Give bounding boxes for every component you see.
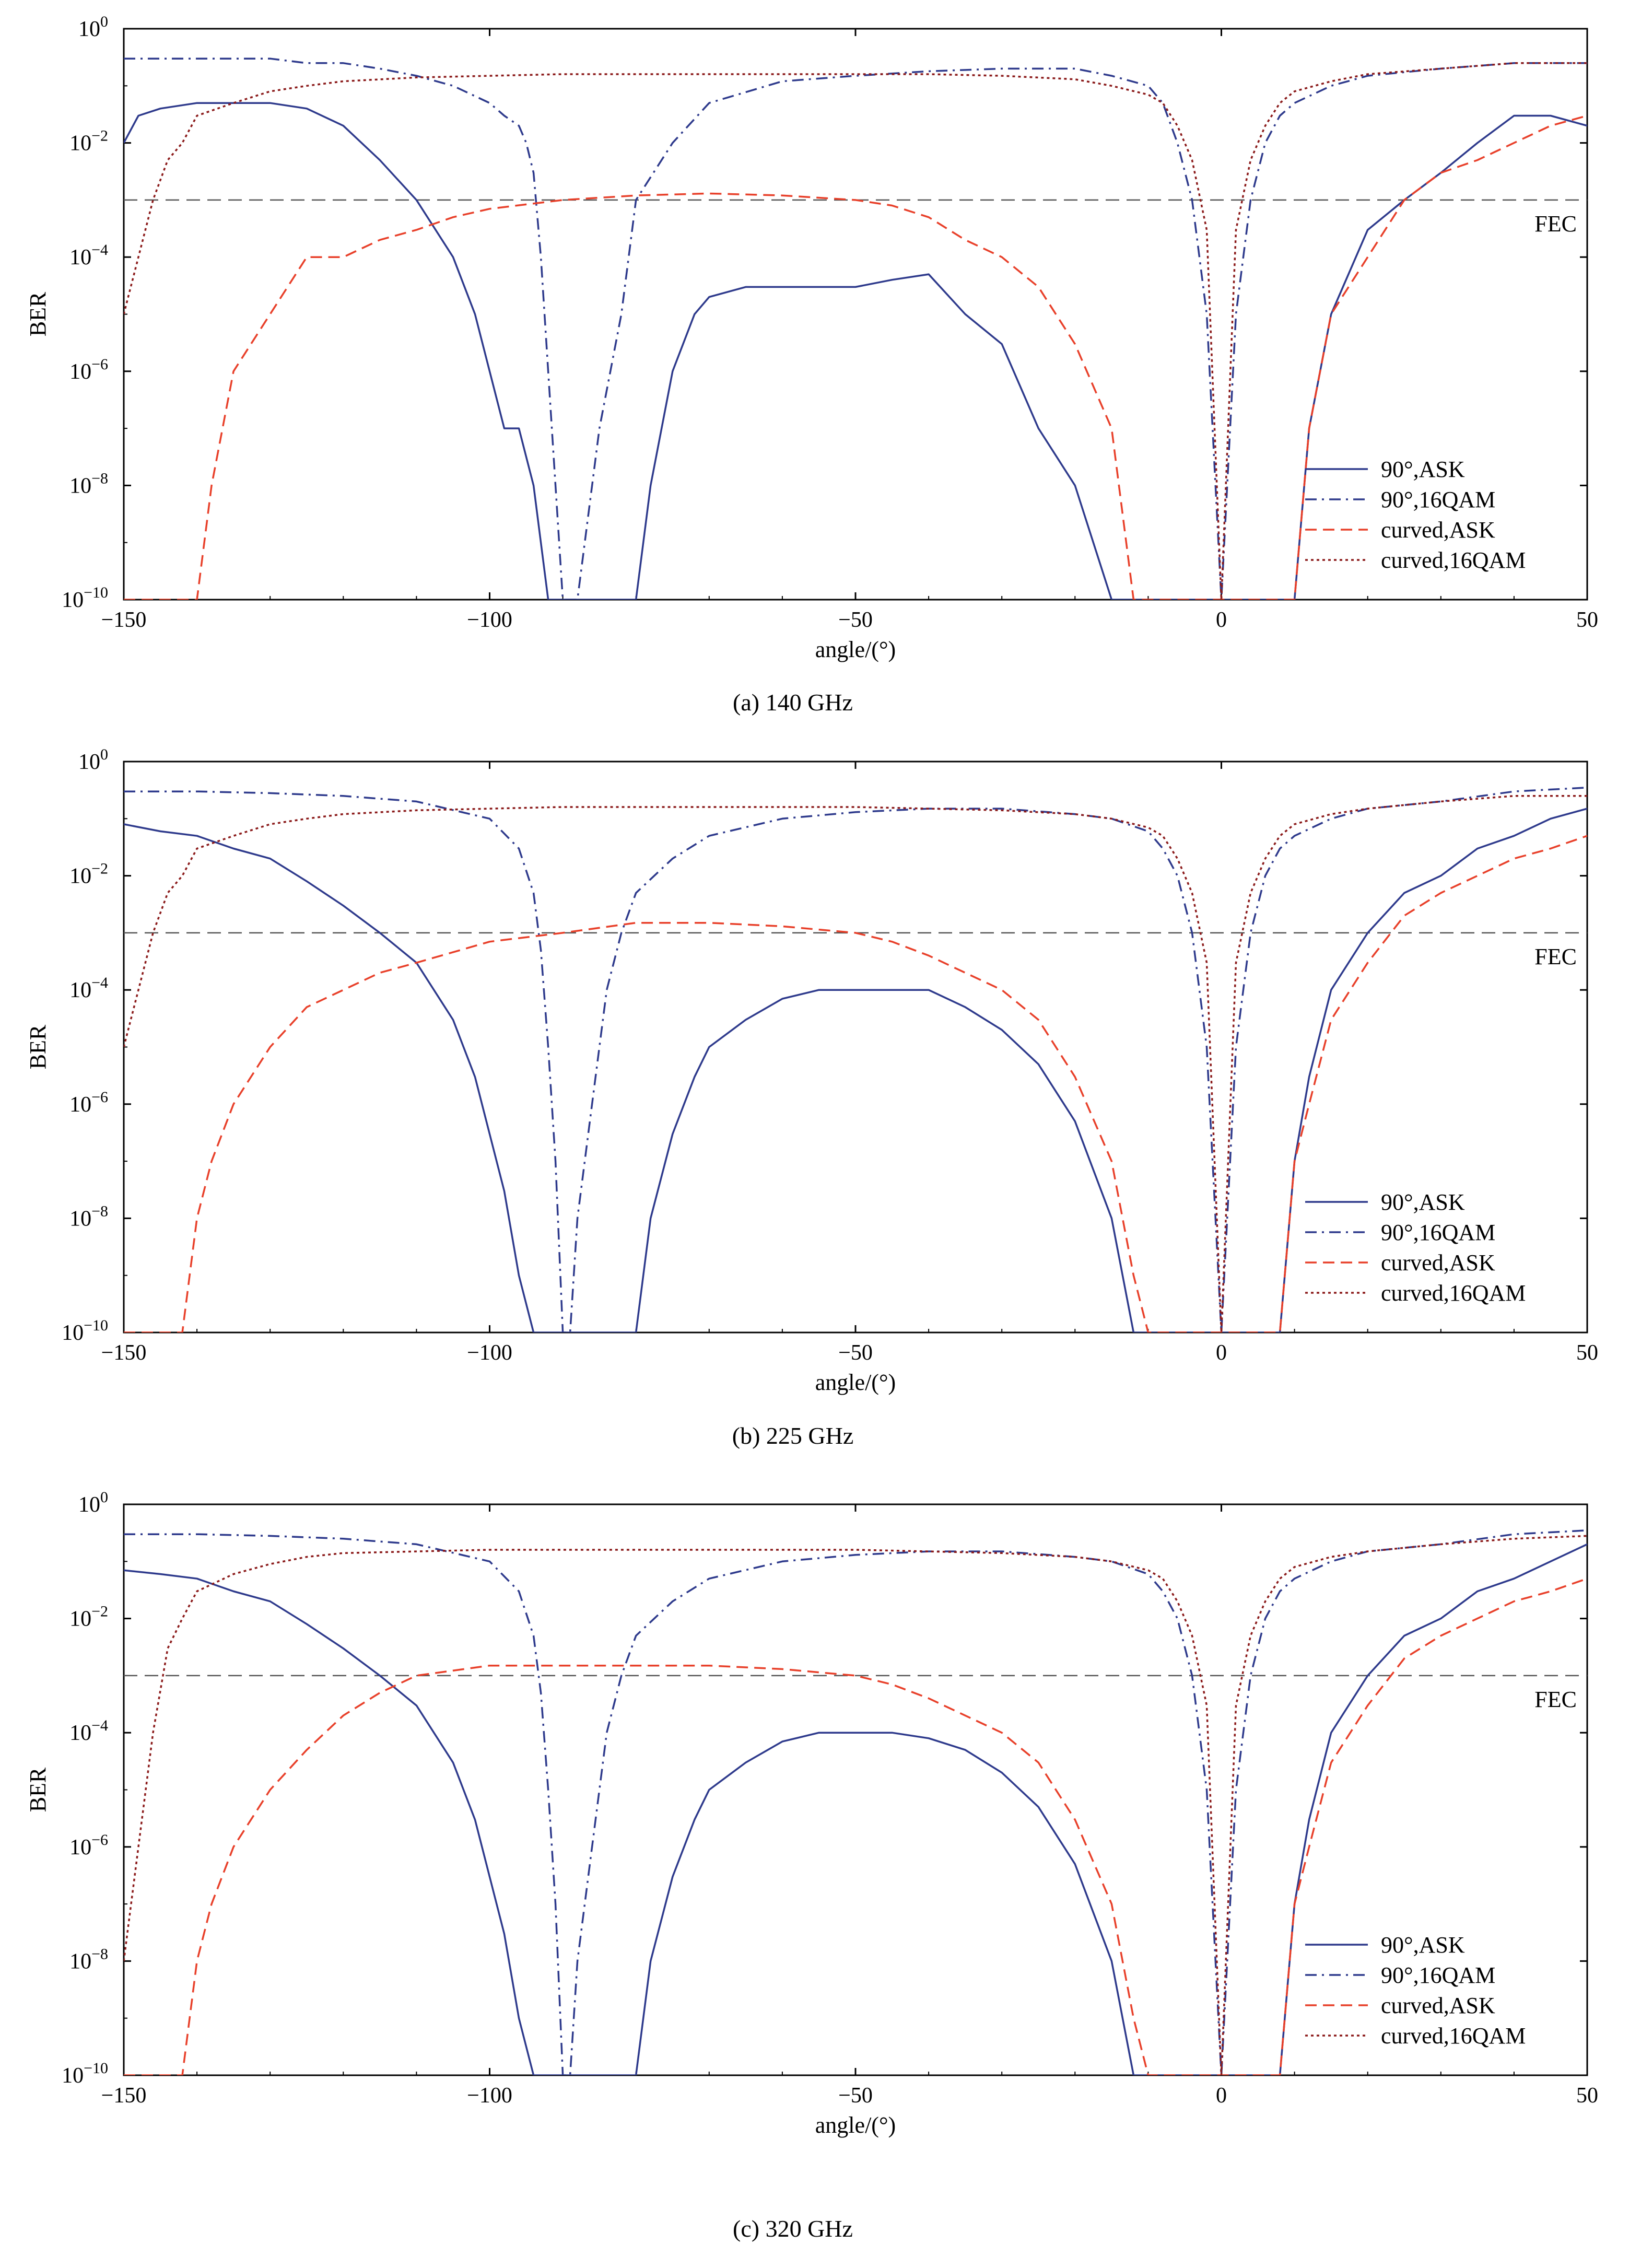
y-tick-label: 10−4 <box>69 974 108 1002</box>
y-tick-label: 10−2 <box>69 1603 108 1631</box>
y-tick-label: 10−6 <box>69 1089 108 1117</box>
y-tick-label: 10−6 <box>69 356 108 384</box>
series-line-2 <box>124 1529 1587 2075</box>
series-line-4 <box>124 1535 1587 2075</box>
panel-caption: (a) 140 GHz <box>733 689 853 716</box>
series-line-3 <box>124 1577 1587 2075</box>
x-tick-label: 50 <box>1576 2084 1598 2108</box>
panel-caption: (b) 225 GHz <box>732 1422 854 1449</box>
series-line-3 <box>124 835 1587 1332</box>
x-tick-label: −150 <box>101 1341 147 1365</box>
legend-label-2: 90°,16QAM <box>1381 487 1495 512</box>
x-tick-label: 50 <box>1576 608 1598 632</box>
series-group <box>124 57 1587 600</box>
series-line-3 <box>124 114 1587 600</box>
y-tick-label: 10−2 <box>69 860 108 889</box>
plot-frame <box>123 28 1588 601</box>
y-tick-label: 10−4 <box>69 1717 108 1745</box>
y-axis-title: BER <box>25 1767 51 1812</box>
y-tick-label: 10−8 <box>69 1202 108 1231</box>
y-tick-label: 100 <box>78 13 108 41</box>
legend-label-2: 90°,16QAM <box>1381 1962 1495 1988</box>
y-tick-label: 10−10 <box>62 2060 108 2088</box>
legend-label-4: curved,16QAM <box>1381 547 1526 573</box>
x-tick-label: −100 <box>467 608 512 632</box>
x-tick-label: −50 <box>838 608 873 632</box>
y-tick-label: 100 <box>78 1489 108 1517</box>
x-tick-label: −100 <box>467 2084 512 2108</box>
series-line-2 <box>124 787 1587 1332</box>
series-line-2 <box>124 57 1587 600</box>
y-tick-label: 10−2 <box>69 127 108 156</box>
legend-label-4: curved,16QAM <box>1381 2023 1526 2049</box>
series-line-4 <box>124 62 1587 600</box>
fec-label: FEC <box>1534 211 1577 237</box>
y-axis-title: BER <box>25 1024 51 1069</box>
plot-frame <box>123 761 1588 1334</box>
series-line-4 <box>124 795 1587 1332</box>
chart-panel-3: −150 −100 −50 0 50 100 10−2 10−4 10−6 10−8 10−10 an… <box>25 1489 1598 2242</box>
y-tick-label: 10−8 <box>69 470 108 498</box>
y-tick-label: 10−8 <box>69 1945 108 1973</box>
legend-label-1: 90°,ASK <box>1381 1932 1465 1958</box>
x-tick-label: 0 <box>1216 608 1227 632</box>
fec-label: FEC <box>1534 1687 1577 1712</box>
series-group <box>124 1529 1587 2075</box>
legend-label-1: 90°,ASK <box>1381 1189 1465 1215</box>
plot-frame <box>123 1503 1588 2076</box>
x-tick-label: 0 <box>1216 2084 1227 2108</box>
y-tick-label: 10−10 <box>62 1317 108 1345</box>
x-tick-label: −150 <box>101 2084 147 2108</box>
x-axis-title: angle/(°) <box>815 637 896 662</box>
series-line-1 <box>124 102 1587 600</box>
series-line-1 <box>124 1543 1587 2075</box>
legend-label-3: curved,ASK <box>1381 1250 1495 1276</box>
chart-panel-2: −150 −100 −50 0 50 100 10−2 10−4 10−6 10−8 10−10 an… <box>25 746 1598 1449</box>
legend-label-1: 90°,ASK <box>1381 457 1465 482</box>
x-axis-title: angle/(°) <box>815 1370 896 1395</box>
legend-label-2: 90°,16QAM <box>1381 1220 1495 1245</box>
legend-label-3: curved,ASK <box>1381 517 1495 543</box>
x-tick-label: −50 <box>838 2084 873 2108</box>
x-tick-label: 0 <box>1216 1341 1227 1365</box>
y-tick-label: 10−10 <box>62 584 108 612</box>
series-line-1 <box>124 808 1587 1332</box>
x-tick-label: 50 <box>1576 1341 1598 1365</box>
legend-label-4: curved,16QAM <box>1381 1280 1526 1306</box>
y-tick-label: 10−6 <box>69 1831 108 1860</box>
x-tick-label: −100 <box>467 1341 512 1365</box>
y-axis-title: BER <box>25 291 51 336</box>
legend-label-3: curved,ASK <box>1381 1993 1495 2018</box>
y-tick-label: 100 <box>78 746 108 774</box>
y-tick-label: 10−4 <box>69 241 108 270</box>
series-group <box>124 787 1587 1332</box>
chart-panel-1: −150 −100 −50 0 50 100 10−2 10−4 10−6 10−8 10−10 an… <box>25 13 1598 716</box>
x-tick-label: −50 <box>838 1341 873 1365</box>
x-tick-label: −150 <box>101 608 147 632</box>
fec-label: FEC <box>1534 944 1577 969</box>
panel-caption: (c) 320 GHz <box>733 2215 853 2242</box>
x-axis-title: angle/(°) <box>815 2112 896 2138</box>
